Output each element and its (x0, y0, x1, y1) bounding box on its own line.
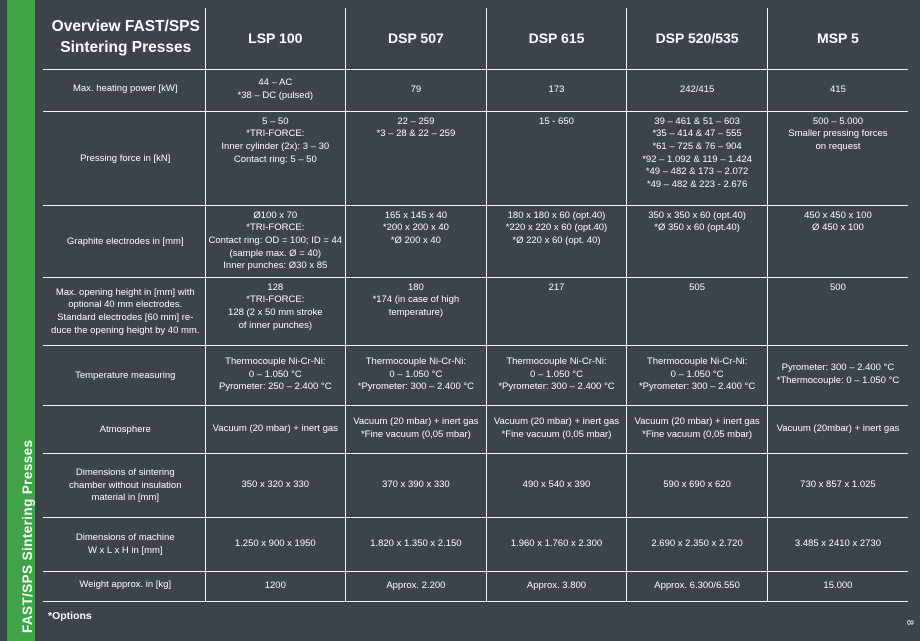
table-row-pressing-force: Pressing force in [kN] 5 – 50 *TRI-FORCE… (43, 110, 908, 206)
table-cell: 590 x 690 x 620 (626, 452, 768, 518)
table-cell: 1.820 x 1.350 x 2.150 (345, 516, 487, 572)
table-cell: 79 (345, 68, 487, 112)
table-cell: Vacuum (20 mbar) + inert gas *Fine vacuu… (345, 404, 487, 454)
table-cell: 15.000 (766, 570, 908, 602)
table-cell: 450 x 450 x 100 Ø 450 x 100 (766, 204, 908, 278)
table-cell: Vacuum (20 mbar) + inert gas *Fine vacuu… (485, 404, 628, 454)
table-cell: Vacuum (20 mbar) + inert gas (204, 404, 347, 454)
column-header-lsp100: LSP 100 (204, 8, 347, 70)
table-cell: 180 *174 (in case of high temperature) (345, 276, 487, 346)
table-cell: 2.690 x 2.350 x 2.720 (626, 516, 768, 572)
table-cell: 1.960 x 1.760 x 2.300 (485, 516, 628, 572)
table-cell: Ø100 x 70 *TRI-FORCE: Contact ring: OD =… (204, 204, 347, 278)
table-title: Overview FAST/SPS Sintering Presses (43, 8, 206, 70)
row-label: Graphite electrodes in [mm] (43, 204, 206, 278)
spec-table: Overview FAST/SPS Sintering Presses LSP … (43, 8, 908, 602)
column-header-msp5: MSP 5 (766, 8, 908, 70)
row-label: Max. heating power [kW] (43, 68, 206, 112)
table-cell: 730 x 857 x 1.025 (766, 452, 908, 518)
table-cell: 3.485 x 2410 x 2730 (766, 516, 908, 572)
table-row-atmosphere: Atmosphere Vacuum (20 mbar) + inert gas … (43, 404, 908, 454)
table-cell: 5 – 50 *TRI-FORCE: Inner cylinder (2x): … (204, 110, 347, 206)
table-cell: Thermocouple Ni-Cr-Ni: 0 – 1.050 °C *Pyr… (485, 344, 628, 406)
row-label: Pressing force in [kN] (43, 110, 206, 206)
table-row-sintering-chamber-dimensions: Dimensions of sintering chamber without … (43, 452, 908, 518)
table-cell: Thermocouple Ni-Cr-Ni: 0 – 1.050 °C *Pyr… (626, 344, 768, 406)
table-row-opening-height: Max. opening height in [mm] with optiona… (43, 276, 908, 346)
row-label: Weight approx. in [kg] (43, 570, 206, 602)
row-label: Max. opening height in [mm] with optiona… (43, 276, 206, 346)
options-footnote: *Options (48, 610, 92, 622)
table-cell: 180 x 180 x 60 (opt.40) *220 x 220 x 60 … (485, 204, 628, 278)
row-label: Atmosphere (43, 404, 206, 454)
table-row-machine-dimensions: Dimensions of machine W x L x H in [mm] … (43, 516, 908, 572)
table-row-weight: Weight approx. in [kg] 1200 Approx. 2.20… (43, 570, 908, 602)
column-header-dsp615: DSP 615 (485, 8, 628, 70)
row-label: Temperature measuring (43, 344, 206, 406)
table-cell: 15 - 650 (485, 110, 628, 206)
column-header-dsp507: DSP 507 (345, 8, 487, 70)
table-cell: 165 x 145 x 40 *200 x 200 x 40 *Ø 200 x … (345, 204, 487, 278)
column-header-dsp520-535: DSP 520/535 (626, 8, 768, 70)
table-cell: 173 (485, 68, 628, 112)
sidebar-green-bar: FAST/SPS Sintering Presses (7, 0, 35, 641)
table-cell: 500 – 5.000 Smaller pressing forces on r… (766, 110, 908, 206)
table-row-temperature-measuring: Temperature measuring Thermocouple Ni-Cr… (43, 344, 908, 406)
table-cell: 350 x 320 x 330 (204, 452, 347, 518)
table-cell: 490 x 540 x 390 (485, 452, 628, 518)
table-cell: Thermocouple Ni-Cr-Ni: 0 – 1.050 °C *Pyr… (345, 344, 487, 406)
table-cell: 370 x 390 x 330 (345, 452, 487, 518)
table-cell: 22 – 259 *3 – 28 & 22 – 259 (345, 110, 487, 206)
table-row-graphite-electrodes: Graphite electrodes in [mm] Ø100 x 70 *T… (43, 204, 908, 278)
table-cell: 128 *TRI-FORCE: 128 (2 x 50 mm stroke of… (204, 276, 347, 346)
row-label: Dimensions of sintering chamber without … (43, 452, 206, 518)
table-cell: Vacuum (20mbar) + inert gas (766, 404, 908, 454)
table-header-row: Overview FAST/SPS Sintering Presses LSP … (43, 8, 908, 70)
table-cell: Approx. 2.200 (345, 570, 487, 602)
table-cell: Approx. 3.800 (485, 570, 628, 602)
table-cell: 242/415 (626, 68, 768, 112)
table-cell: 1200 (204, 570, 347, 602)
page-number: 8 (903, 619, 915, 626)
table-cell: 1.250 x 900 x 1950 (204, 516, 347, 572)
table-cell: Approx. 6.300/6.550 (626, 570, 768, 602)
sidebar-vertical-label: FAST/SPS Sintering Presses (20, 439, 35, 633)
table-cell: 350 x 350 x 60 (opt.40) *Ø 350 x 60 (opt… (626, 204, 768, 278)
table-cell: 217 (485, 276, 628, 346)
table-cell: Vacuum (20 mbar) + inert gas *Fine vacuu… (626, 404, 768, 454)
table-cell: Pyrometer: 300 – 2.400 °C *Thermocouple:… (766, 344, 908, 406)
table-cell: 39 – 461 & 51 – 603 *35 – 414 & 47 – 555… (626, 110, 768, 206)
table-cell: 415 (766, 68, 908, 112)
table-row-heating-power: Max. heating power [kW] 44 – AC *38 – DC… (43, 68, 908, 112)
table-cell: 500 (766, 276, 908, 346)
row-label: Dimensions of machine W x L x H in [mm] (43, 516, 206, 572)
table-cell: Thermocouple Ni-Cr-Ni: 0 – 1.050 °C Pyro… (204, 344, 347, 406)
table-cell: 44 – AC *38 – DC (pulsed) (204, 68, 347, 112)
table-cell: 505 (626, 276, 768, 346)
